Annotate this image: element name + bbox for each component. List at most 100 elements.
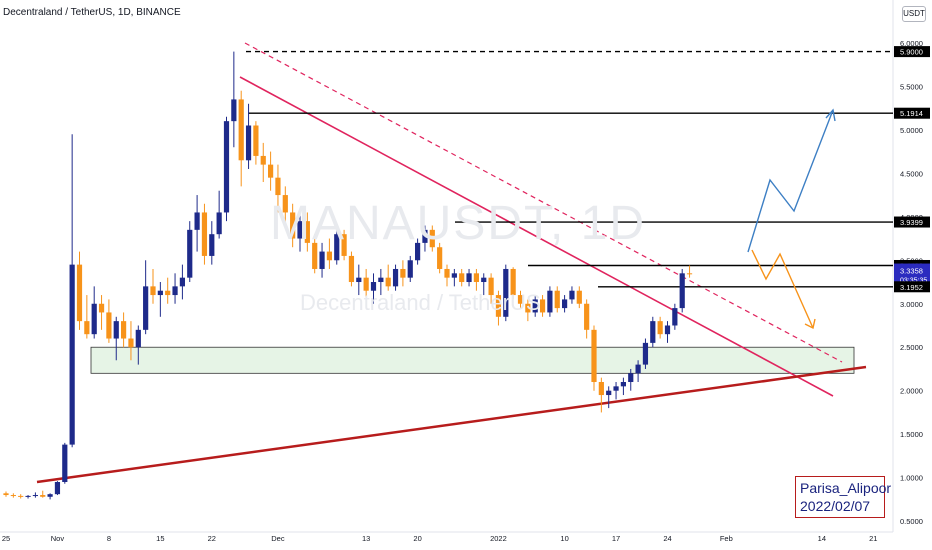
candle-body[interactable] [400, 268, 406, 278]
candle-body[interactable] [275, 177, 281, 196]
candle-body[interactable] [539, 299, 546, 313]
candle-body[interactable] [135, 329, 141, 348]
candle-body[interactable] [517, 295, 524, 304]
candle-body[interactable] [429, 229, 435, 248]
candle-body[interactable] [459, 273, 465, 283]
candle-body[interactable] [62, 444, 68, 482]
candle-body[interactable] [172, 286, 178, 296]
candle-body[interactable] [25, 495, 31, 497]
candle-body[interactable] [598, 382, 604, 396]
candle-body[interactable] [253, 125, 259, 156]
candle-body[interactable] [532, 299, 538, 313]
candle-body[interactable] [3, 493, 9, 496]
candle-body[interactable] [547, 290, 553, 313]
candle-body[interactable] [576, 290, 582, 304]
candle-body[interactable] [473, 273, 479, 283]
candle-body[interactable] [106, 312, 112, 339]
candle-body[interactable] [319, 251, 325, 269]
candle-body[interactable] [54, 481, 61, 495]
candle-body[interactable] [326, 251, 332, 261]
time-tick-label: 15 [156, 534, 164, 543]
candle-body[interactable] [562, 299, 568, 309]
candle-body[interactable] [179, 277, 185, 287]
candle-body[interactable] [620, 382, 626, 387]
candle-body[interactable] [370, 282, 377, 291]
candle-body[interactable] [98, 303, 105, 313]
candle-body[interactable] [91, 303, 97, 335]
candle-body[interactable] [223, 121, 230, 213]
candle-body[interactable] [679, 273, 685, 309]
candle-body[interactable] [238, 99, 244, 161]
candle-body[interactable] [150, 286, 156, 296]
candle-body[interactable] [510, 268, 516, 296]
candle-body[interactable] [415, 242, 421, 261]
candle-body[interactable] [392, 268, 399, 287]
candle-body[interactable] [466, 273, 472, 283]
candle-body[interactable] [84, 321, 90, 335]
candle-body[interactable] [18, 495, 24, 497]
candle-body[interactable] [128, 338, 134, 348]
candle-body[interactable] [664, 325, 671, 335]
candle-body[interactable] [47, 494, 53, 497]
candle-body[interactable] [113, 321, 119, 339]
candle-body[interactable] [69, 264, 75, 445]
candle-body[interactable] [231, 99, 237, 122]
currency-button[interactable]: USDT [902, 6, 926, 22]
candle-body[interactable] [348, 255, 355, 283]
candle-body[interactable] [268, 164, 274, 178]
candle-body[interactable] [282, 195, 288, 213]
candle-body[interactable] [216, 212, 222, 235]
candle-body[interactable] [297, 221, 303, 239]
candle-body[interactable] [304, 221, 310, 243]
candle-body[interactable] [642, 342, 649, 365]
price-badge-label: 5.1914 [900, 109, 923, 118]
candle-body[interactable] [260, 155, 266, 165]
candle-body[interactable] [606, 390, 612, 396]
candle-body[interactable] [635, 364, 641, 374]
candle-body[interactable] [121, 321, 127, 339]
candle-body[interactable] [503, 268, 509, 317]
candle-body[interactable] [209, 234, 215, 256]
candle-body[interactable] [245, 125, 252, 161]
chart-title: Decentraland / TetherUS, 1D, BINANCE [3, 7, 181, 18]
candle-body[interactable] [165, 290, 171, 296]
candle-body[interactable] [157, 290, 163, 296]
candle-body[interactable] [385, 277, 391, 287]
candle-body[interactable] [525, 303, 531, 313]
candle-body[interactable] [187, 229, 193, 278]
candle-body[interactable] [363, 277, 369, 291]
candle-body[interactable] [613, 386, 619, 391]
candle-body[interactable] [290, 212, 296, 239]
candle-body[interactable] [451, 273, 457, 278]
candle-body[interactable] [356, 277, 362, 283]
candle-body[interactable] [312, 242, 318, 269]
candle-body[interactable] [407, 260, 413, 278]
candle-body[interactable] [143, 286, 149, 330]
candle-body[interactable] [584, 303, 590, 330]
candle-body[interactable] [76, 264, 83, 322]
candle-body[interactable] [378, 277, 384, 283]
candle-body[interactable] [40, 495, 46, 497]
candle-body[interactable] [650, 321, 656, 343]
candle-body[interactable] [628, 373, 634, 383]
candle-body[interactable] [657, 321, 663, 335]
time-tick-label: Feb [720, 534, 733, 543]
candle-body[interactable] [10, 495, 16, 497]
candle-body[interactable] [554, 290, 560, 309]
candle-body[interactable] [32, 495, 38, 497]
candle-body[interactable] [334, 234, 340, 261]
candle-body[interactable] [686, 273, 693, 275]
candle-body[interactable] [495, 295, 502, 317]
candle-body[interactable] [422, 229, 428, 243]
candle-body[interactable] [672, 308, 678, 326]
candle-body[interactable] [201, 212, 208, 256]
candle-body[interactable] [569, 290, 575, 300]
candle-body[interactable] [194, 212, 200, 230]
candle-body[interactable] [437, 247, 443, 269]
candle-body[interactable] [444, 268, 450, 278]
candle-body[interactable] [488, 277, 494, 296]
candle-body[interactable] [481, 277, 487, 283]
candle-body[interactable] [341, 234, 347, 256]
candle-body[interactable] [591, 329, 597, 383]
